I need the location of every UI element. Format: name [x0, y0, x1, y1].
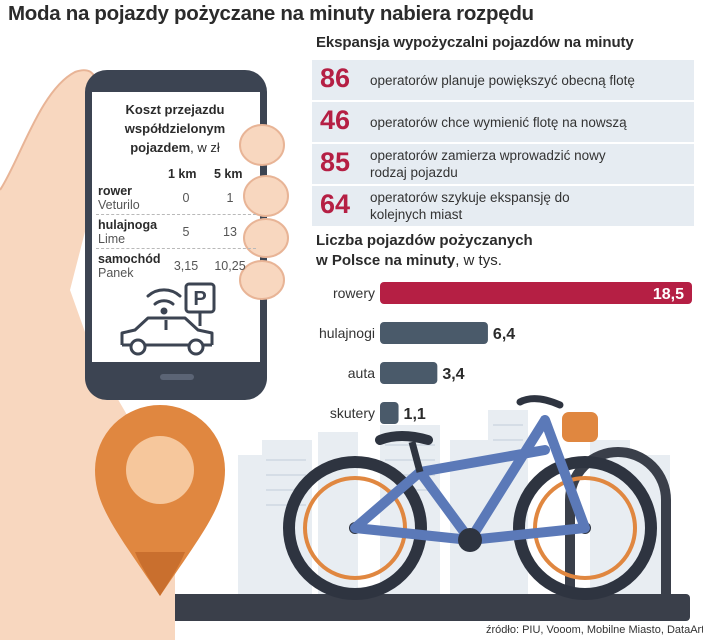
bar-auta	[380, 362, 438, 384]
phone-home-button	[160, 374, 194, 380]
value-label-skutery: 1,1	[404, 406, 426, 423]
expansion-number: 64	[320, 189, 351, 219]
row-separator	[96, 214, 256, 215]
parking-sign-label: P	[193, 288, 206, 310]
row-separator	[96, 248, 256, 249]
chart-title-line2: w Polsce na minuty	[316, 252, 456, 269]
chart-title-unit: , w tys.	[455, 252, 502, 269]
expansion-number: 46	[320, 105, 351, 135]
expansion-item: 85 operatorów zamierza wprowadzić nowy r…	[312, 144, 694, 184]
table-row-hulajnoga: hulajnoga Lime	[98, 218, 157, 246]
row-operator: Panek	[98, 266, 134, 280]
location-pin-icon	[95, 405, 225, 596]
expansion-text-line1: operatorów zamierza wprowadzić nowy	[370, 148, 606, 163]
fingers-illustration	[239, 124, 289, 300]
phone-title-unit: , w zł	[190, 140, 220, 155]
col-header-1km: 1 km	[168, 167, 197, 181]
value-label-hulajnogi: 6,4	[493, 326, 515, 343]
col-header-5km: 5 km	[214, 167, 243, 181]
expansion-number: 86	[320, 63, 351, 93]
table-row-samochod: samochód Panek	[98, 252, 161, 280]
value-label-rowery: 18,5	[653, 286, 684, 303]
phone-title-line3: pojazdem	[130, 140, 191, 155]
cell-rower-1km: 0	[182, 191, 190, 205]
expansion-item: 46 operatorów chce wymienić flotę na now…	[312, 102, 694, 142]
category-label-auta: auta	[348, 365, 375, 381]
wifi-icon	[146, 288, 182, 315]
expansion-text: operatorów zamierza wprowadzić nowy rodz…	[370, 147, 606, 181]
expansion-text-line2: rodzaj pojazdu	[370, 165, 458, 180]
phone-title-line1: Koszt przejazdu	[125, 102, 225, 117]
expansion-item: 64 operatorów szykuje ekspansję do kolej…	[312, 186, 694, 226]
cell-rower-5km: 1	[226, 191, 234, 205]
expansion-text-line2: kolejnych miast	[370, 207, 463, 222]
expansion-text-line1: operatorów szykuje ekspansję do	[370, 190, 570, 205]
row-operator: Lime	[98, 232, 126, 246]
row-name: hulajnoga	[98, 218, 158, 232]
cell-hulajnoga-5km: 13	[223, 225, 237, 239]
cell-samochod-5km: 10,25	[214, 259, 246, 273]
cell-hulajnoga-1km: 5	[182, 225, 190, 239]
parking-sign-icon: P	[184, 282, 216, 326]
expansion-item: 86 operatorów planuje powiększyć obecną …	[312, 60, 694, 100]
value-label-auta: 3,4	[442, 366, 464, 383]
category-label-rowery: rowery	[333, 285, 375, 301]
expansion-text: operatorów chce wymienić flotę na nowszą	[370, 115, 627, 130]
phone-title-line2: współdzielonym	[124, 121, 226, 136]
expansion-text: operatorów planuje powiększyć obecną flo…	[370, 73, 635, 88]
source-note: źródło: PIU, Vooom, Mobilne Miasto, Data…	[486, 624, 703, 636]
ground-bar	[60, 594, 690, 621]
table-row-rower: rower Veturilo	[98, 184, 140, 212]
bicycle-illustration	[283, 395, 657, 600]
chart-title-line1: Liczba pojazdów pożyczanych	[316, 232, 533, 249]
car-icon	[120, 316, 214, 356]
main-title: Moda na pojazdy pożyczane na minuty nabi…	[8, 2, 534, 25]
bar-rowery	[380, 282, 692, 304]
phone-table-title: Koszt przejazdu współdzielonym pojazdem,…	[100, 100, 250, 157]
expansion-text: operatorów szykuje ekspansję do kolejnyc…	[370, 189, 570, 223]
category-label-hulajnogi: hulajnogi	[319, 325, 375, 341]
chart-title: Liczba pojazdów pożyczanych w Polsce na …	[316, 231, 533, 271]
bar-skutery	[380, 402, 399, 424]
bar-chart: rowery 18,5 hulajnogi 6,4 auta 3,4 skutery 1,1	[319, 282, 692, 424]
expansion-title: Ekspansja wypożyczalni pojazdów na minut…	[316, 34, 634, 51]
expansion-number: 85	[320, 147, 351, 177]
cell-samochod-1km: 3,15	[173, 259, 199, 273]
row-operator: Veturilo	[98, 198, 140, 212]
row-name: rower	[98, 184, 133, 198]
bar-hulajnogi	[380, 322, 488, 344]
category-label-skutery: skutery	[330, 405, 375, 421]
row-name: samochód	[98, 252, 161, 266]
